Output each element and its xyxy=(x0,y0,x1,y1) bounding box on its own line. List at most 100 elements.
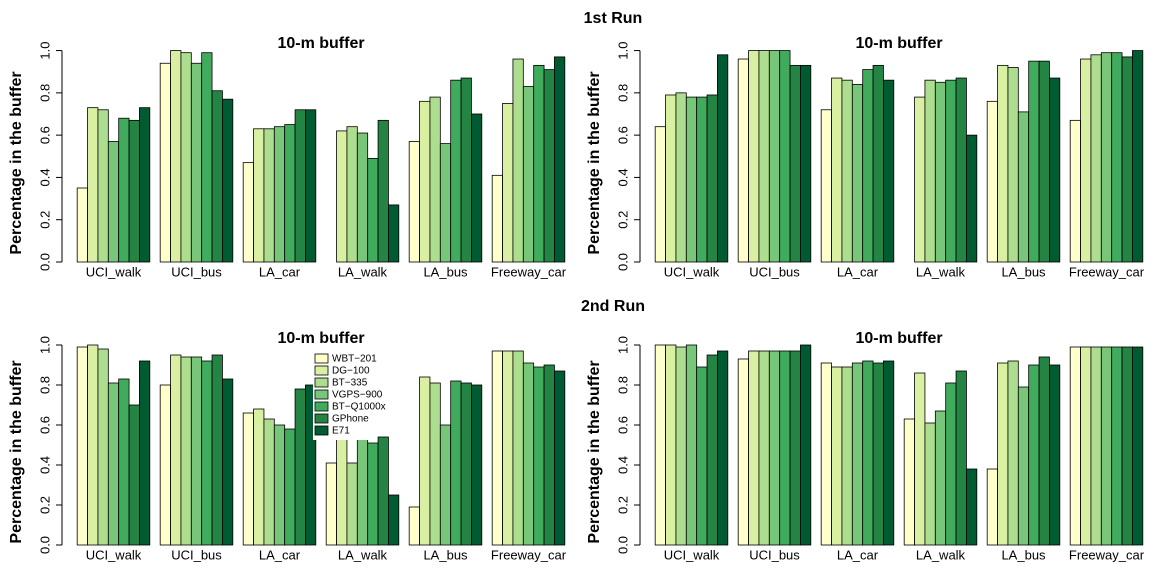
bar xyxy=(502,103,514,263)
bar xyxy=(533,64,545,263)
bar xyxy=(263,128,275,263)
bar xyxy=(512,350,524,546)
bar xyxy=(367,442,379,546)
y-tick-label: 0.4 xyxy=(615,456,630,474)
x-tick-label: LA_car xyxy=(837,547,879,562)
bar xyxy=(377,436,389,546)
bar xyxy=(789,64,801,263)
bar xyxy=(128,119,140,263)
bar xyxy=(955,77,967,263)
bar xyxy=(1007,360,1019,546)
legend-label: DG−100 xyxy=(332,366,370,377)
bar xyxy=(439,143,452,263)
bar xyxy=(1080,346,1092,546)
bar xyxy=(336,130,348,263)
x-tick-label: LA_car xyxy=(259,264,301,279)
bar xyxy=(118,117,130,263)
bar xyxy=(914,96,926,263)
bar xyxy=(1121,56,1133,263)
bar xyxy=(87,344,99,546)
y-tick-label: 0.6 xyxy=(37,416,52,434)
chart-title: 10-m buffer xyxy=(855,330,942,347)
bar xyxy=(128,404,140,546)
legend-label: VGPS−900 xyxy=(332,390,383,401)
bar xyxy=(654,344,666,546)
bar xyxy=(1080,58,1092,263)
bar xyxy=(934,81,947,263)
bar xyxy=(118,378,130,546)
bar xyxy=(883,79,895,263)
y-tick-label: 0.8 xyxy=(37,84,52,102)
bar xyxy=(336,432,348,546)
bar xyxy=(1132,50,1144,263)
bar xyxy=(675,92,687,263)
bar xyxy=(1017,386,1030,546)
bar xyxy=(450,79,462,263)
bar xyxy=(851,362,864,546)
bar xyxy=(748,50,760,263)
bar xyxy=(107,382,120,546)
bar xyxy=(284,124,296,263)
bar xyxy=(450,380,462,546)
bar xyxy=(1028,60,1040,263)
x-tick-label: UCI_bus xyxy=(749,547,800,562)
bar xyxy=(471,113,483,263)
bar xyxy=(945,79,957,263)
bar xyxy=(460,382,472,546)
bar xyxy=(502,350,514,546)
bar xyxy=(696,366,708,546)
bar xyxy=(717,350,729,546)
bar xyxy=(872,362,884,546)
bar xyxy=(1007,67,1019,263)
bar xyxy=(997,362,1009,546)
y-axis-label: Percentage in the buffer xyxy=(8,71,25,254)
bar xyxy=(914,372,926,546)
bar xyxy=(1028,364,1040,546)
bar xyxy=(211,354,223,546)
bar xyxy=(522,86,535,263)
bar xyxy=(377,119,389,263)
x-tick-label: UCI_walk xyxy=(664,264,720,279)
bar xyxy=(986,100,998,263)
bar xyxy=(439,424,452,546)
bar xyxy=(211,90,223,263)
legend-label: E71 xyxy=(332,426,350,437)
x-tick-label: UCI_walk xyxy=(86,547,142,562)
bar xyxy=(924,422,936,546)
legend-label: GPhone xyxy=(332,414,369,425)
bar xyxy=(346,462,358,546)
bar xyxy=(222,378,234,546)
legend-swatch xyxy=(314,353,329,364)
bar xyxy=(170,50,182,263)
y-tick-label: 0.8 xyxy=(37,376,52,394)
bar xyxy=(356,132,369,263)
y-tick-label: 0.4 xyxy=(37,168,52,186)
x-tick-label: Freeway_car xyxy=(491,264,567,279)
y-tick-label: 0.0 xyxy=(37,536,52,554)
bar xyxy=(190,356,203,546)
legend-swatch xyxy=(314,413,329,424)
bar xyxy=(201,52,213,263)
run-heading: 1st Run xyxy=(584,10,643,27)
bar xyxy=(654,126,666,263)
bar xyxy=(696,96,708,263)
x-tick-label: LA_bus xyxy=(423,264,468,279)
x-tick-label: LA_bus xyxy=(1001,547,1046,562)
bar xyxy=(408,141,420,263)
bar xyxy=(1100,346,1113,546)
bar xyxy=(717,54,729,263)
bar xyxy=(294,109,306,263)
bar xyxy=(263,418,275,546)
bar xyxy=(1069,346,1081,546)
y-tick-label: 0.0 xyxy=(615,253,630,271)
bar xyxy=(1069,119,1081,263)
x-tick-label: LA_car xyxy=(259,547,301,562)
run-heading: 2nd Run xyxy=(581,298,645,315)
x-tick-label: LA_walk xyxy=(916,547,966,562)
legend-label: WBT−201 xyxy=(332,354,377,365)
bar xyxy=(76,346,88,546)
bar xyxy=(97,348,109,546)
y-tick-label: 1.0 xyxy=(37,42,52,60)
y-tick-label: 0.4 xyxy=(615,168,630,186)
x-tick-label: UCI_walk xyxy=(664,547,720,562)
